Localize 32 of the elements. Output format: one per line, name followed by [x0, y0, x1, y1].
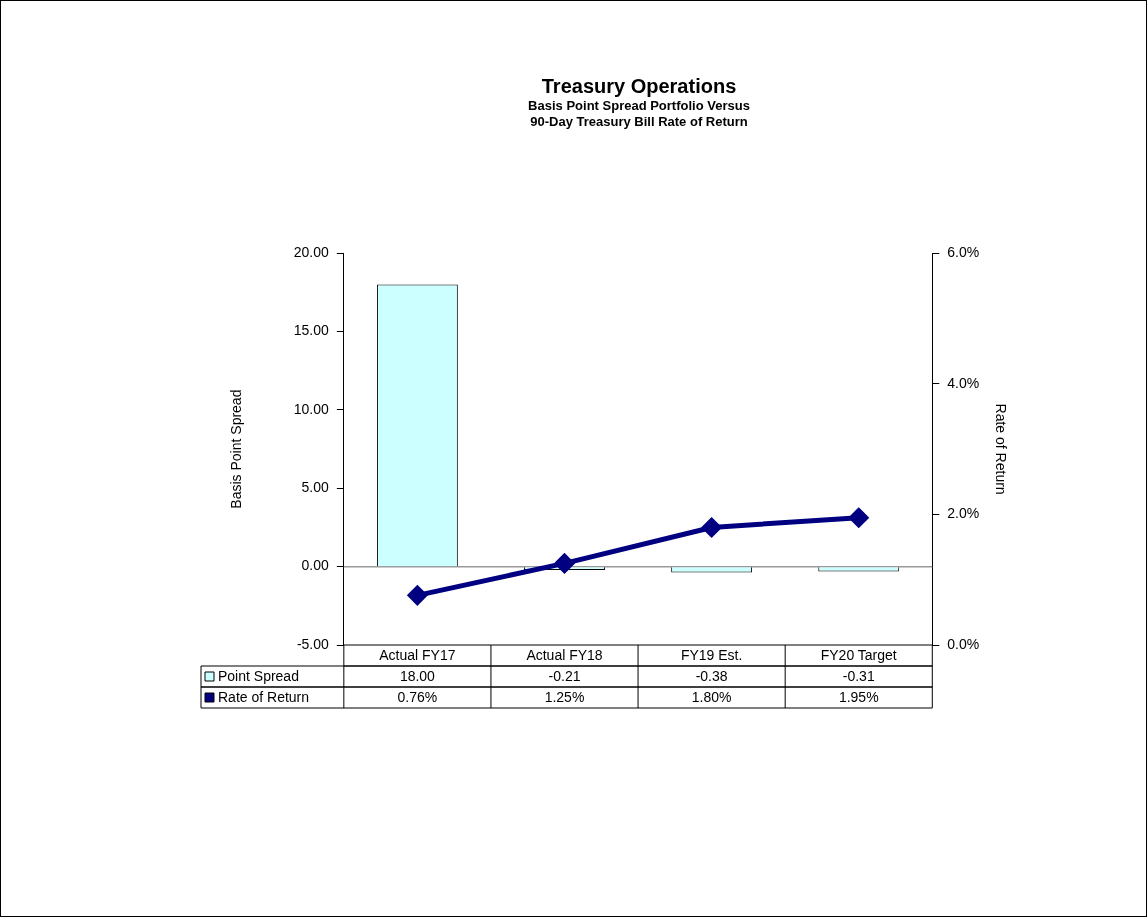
y2-tick-label: 6.0% — [947, 244, 980, 261]
x-tick-label: Actual FY17 — [379, 647, 456, 664]
data-label: 18.00 — [399, 668, 436, 685]
point — [702, 517, 722, 537]
y-tick-label: 15.00 — [293, 322, 330, 339]
y-tick-label: 0.00 — [301, 557, 330, 574]
data-label: 1.95% — [838, 689, 879, 706]
y-tick-label: 20.00 — [293, 244, 330, 261]
y2-tick-label: 4.0% — [947, 374, 980, 391]
y-axis-title: Basis Point Spread — [228, 389, 245, 509]
legend-label: Point Spread — [218, 668, 299, 685]
y-tick-label: 5.00 — [301, 479, 330, 496]
data-label: 1.25% — [544, 689, 585, 706]
chart-subtitle: Basis Point Spread Portfolio Versus 90-Day Treasury Bill Rate of Return — [528, 98, 750, 129]
point — [849, 508, 869, 528]
data-label: -0.21 — [548, 668, 581, 685]
y-tick-label: 10.00 — [293, 400, 330, 417]
x-tick-label: FY20 Target — [820, 647, 897, 664]
data-label: 1.80% — [691, 689, 732, 706]
y-tick-label: -5.00 — [296, 635, 330, 652]
y2-tick-label: 0.0% — [947, 635, 980, 652]
x-tick-label: FY19 Est. — [680, 647, 743, 664]
y2-tick-label: 2.0% — [947, 505, 980, 522]
x-tick-label: Actual FY18 — [526, 647, 603, 664]
chart-title: Treasury Operations — [541, 74, 737, 97]
legend-label: Rate of Return — [218, 689, 310, 706]
point — [407, 585, 427, 605]
y2-axis-title: Rate of Return — [992, 403, 1009, 495]
data-label: -0.38 — [695, 668, 728, 685]
point — [555, 553, 575, 573]
data-label: -0.31 — [842, 668, 875, 685]
data-label: 0.76% — [397, 689, 438, 706]
